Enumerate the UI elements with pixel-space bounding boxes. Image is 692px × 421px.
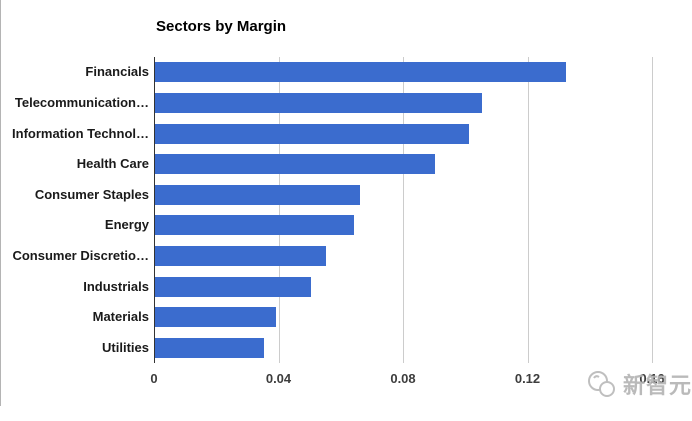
x-tick-label: 0 <box>150 371 158 386</box>
watermark: 新智元 <box>586 366 692 406</box>
watermark-circles-icon <box>586 368 620 405</box>
x-tick-label: 0.12 <box>514 371 541 386</box>
x-gridline <box>403 57 404 363</box>
bar-industrials <box>155 276 311 297</box>
x-tick-label: 0.04 <box>265 371 292 386</box>
category-label: Utilities <box>102 339 149 355</box>
category-label: Consumer Discretio… <box>12 247 149 263</box>
x-gridline <box>652 57 653 363</box>
bar-consumer-staples <box>155 184 361 205</box>
bar-utilities <box>155 337 264 358</box>
bar-health-care <box>155 154 436 175</box>
category-label: Energy <box>104 217 149 233</box>
bar-financials <box>155 62 566 83</box>
bar-materials <box>155 307 277 328</box>
category-label: Financials <box>85 64 149 80</box>
chart-title: Sectors by Margin <box>156 18 287 35</box>
category-label: Consumer Staples <box>34 186 149 202</box>
category-label: Materials <box>92 309 149 325</box>
bar-energy <box>155 215 355 236</box>
x-gridline <box>278 57 280 363</box>
category-label: Health Care <box>76 156 149 172</box>
x-tick-label: 0.08 <box>390 371 416 386</box>
x-gridline <box>527 57 529 363</box>
bar-consumer-discretio- <box>155 245 327 266</box>
bar-information-technol- <box>155 123 470 144</box>
bar-telecommunication- <box>155 92 482 113</box>
category-label: Telecommunication… <box>14 94 149 110</box>
watermark-text: 新智元 <box>623 373 692 398</box>
y-axis-line <box>154 57 155 363</box>
category-label: Industrials <box>83 278 149 294</box>
window-left-border <box>0 0 1 406</box>
category-label: Information Technol… <box>12 125 149 141</box>
x-tick-label: 0.16 <box>639 371 665 386</box>
